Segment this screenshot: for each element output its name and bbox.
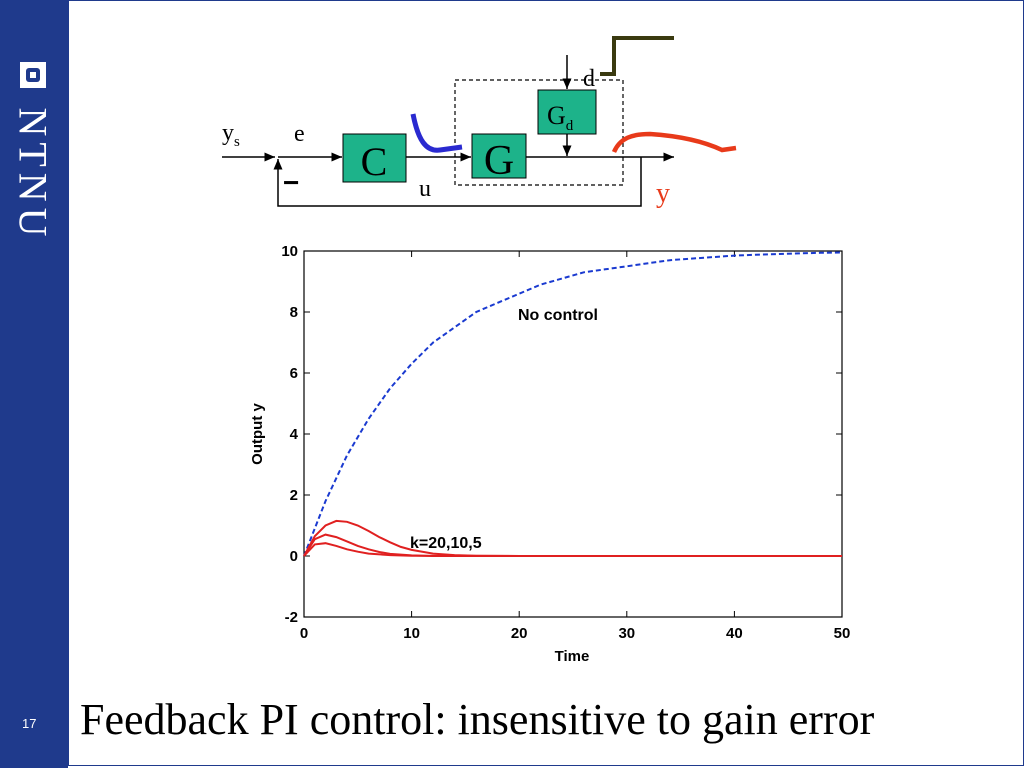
disturbance-label: d (583, 66, 595, 92)
input-signal-curve (410, 113, 463, 153)
y-tick-label: -2 (285, 609, 298, 626)
disturbance-step-curve (600, 36, 674, 76)
series-line-1 (303, 519, 842, 557)
x-tick-label: 50 (834, 625, 851, 642)
y-tick-label: 10 (281, 243, 298, 260)
x-tick-label: 30 (618, 625, 635, 642)
y-axis-label: Output y (249, 403, 266, 465)
setpoint-label: ys (222, 120, 240, 150)
logo-mark (26, 68, 40, 82)
controller-label: C (361, 139, 388, 184)
series-line-2 (303, 533, 842, 557)
sidebar: NTNU 17 (0, 0, 68, 768)
x-axis-label: Time (555, 648, 590, 665)
y-tick-label: 4 (290, 426, 299, 443)
y-tick-label: 6 (290, 365, 298, 382)
output-label: y (656, 178, 670, 209)
logo-dot (30, 72, 36, 78)
x-tick-label: 0 (300, 625, 308, 642)
annotation-gains: k=20,10,5 (410, 535, 482, 552)
error-label: e (294, 121, 305, 147)
plot-area (303, 250, 843, 618)
ntnu-logo (20, 62, 46, 88)
plant-block (471, 133, 527, 179)
y-tick-label: 0 (290, 548, 298, 565)
minus-sign: − (283, 167, 299, 198)
feedback-path (273, 157, 642, 207)
series-line-3 (303, 542, 842, 557)
slide-number: 17 (22, 716, 37, 731)
x-tick-label: 20 (511, 625, 528, 642)
disturbance-block-label: Gd (547, 101, 574, 134)
disturbance-block (537, 89, 597, 135)
annotation-no-control: No control (518, 307, 598, 324)
plant-label: G (484, 138, 514, 184)
output-signal-curve (611, 131, 737, 154)
slide-title: Feedback PI control: insensitive to gain… (80, 695, 875, 744)
controller-block (342, 133, 407, 183)
x-tick-label: 10 (403, 625, 420, 642)
y-tick-label: 8 (290, 304, 298, 321)
input-label: u (419, 176, 431, 202)
x-tick-label: 40 (726, 625, 743, 642)
y-tick-label: 2 (290, 487, 298, 504)
series-line-0 (303, 251, 843, 557)
plant-dashed-box (454, 79, 624, 186)
